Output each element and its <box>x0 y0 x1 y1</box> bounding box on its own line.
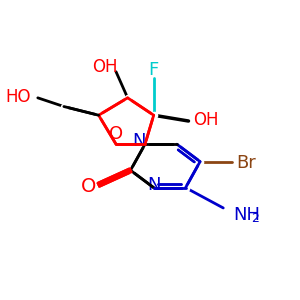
Text: Br: Br <box>236 154 256 172</box>
Text: O: O <box>109 125 123 143</box>
Text: OH: OH <box>92 58 117 76</box>
Text: O: O <box>81 177 96 196</box>
Text: 2: 2 <box>251 212 259 226</box>
Text: N: N <box>147 176 160 194</box>
Text: OH: OH <box>193 111 218 129</box>
Text: N: N <box>133 132 146 150</box>
Text: HO: HO <box>5 88 31 106</box>
Text: F: F <box>148 61 159 79</box>
Text: NH: NH <box>233 206 260 224</box>
